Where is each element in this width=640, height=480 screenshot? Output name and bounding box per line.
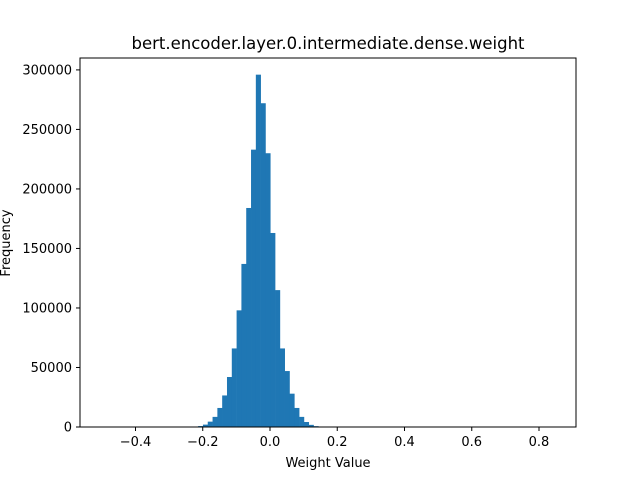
y-axis-label: Frequency	[0, 209, 14, 276]
histogram-bar	[284, 371, 290, 427]
histogram-bar	[246, 207, 252, 427]
x-tick-label: 0.2	[327, 435, 348, 450]
histogram-bar	[251, 149, 257, 427]
histogram-bar	[236, 310, 242, 427]
histogram-bar	[265, 153, 271, 427]
x-tick-label: 0.6	[461, 435, 482, 450]
histogram-bar	[299, 416, 305, 427]
histogram-bar	[207, 421, 213, 427]
plot-frame	[79, 57, 577, 428]
histogram-bar	[294, 407, 300, 427]
histogram-bar	[289, 393, 295, 427]
histogram-bar	[202, 424, 209, 427]
histogram-bar	[241, 263, 247, 427]
histogram-bar	[226, 377, 233, 427]
histogram-bar	[270, 232, 276, 427]
y-tick-label: 150000	[22, 242, 72, 257]
y-tick-label: 100000	[22, 301, 72, 316]
histogram-bar	[303, 422, 310, 427]
x-tick-label: 0.8	[529, 435, 550, 450]
y-axis-ticks: 0 50000 100000 150000 200000 250000 300000	[22, 63, 80, 436]
x-tick-label: −0.4	[120, 435, 152, 450]
y-tick-label: 200000	[22, 182, 72, 197]
x-tick-label: −0.2	[187, 435, 219, 450]
histogram-bar	[279, 348, 285, 427]
x-tick-label: 0.0	[260, 435, 281, 450]
histogram-bar	[275, 290, 281, 427]
x-axis-ticks: −0.4 −0.2 0.0 0.2 0.4 0.6 0.8	[120, 427, 550, 450]
histogram-bar	[255, 74, 261, 427]
y-tick-label: 300000	[22, 63, 72, 78]
histogram-bars	[193, 74, 329, 427]
x-tick-label: 0.4	[394, 435, 415, 450]
y-tick-label: 50000	[31, 361, 72, 376]
chart-title: bert.encoder.layer.0.intermediate.dense.…	[131, 34, 525, 53]
histogram-bar	[231, 348, 237, 427]
histogram-bar	[308, 424, 314, 427]
histogram-bar	[260, 103, 266, 427]
y-tick-label: 250000	[22, 123, 72, 138]
histogram-bar	[222, 395, 228, 427]
x-axis-label: Weight Value	[285, 456, 370, 471]
histogram-bar	[212, 416, 218, 427]
histogram-bar	[217, 407, 223, 427]
y-tick-label: 0	[64, 421, 72, 436]
